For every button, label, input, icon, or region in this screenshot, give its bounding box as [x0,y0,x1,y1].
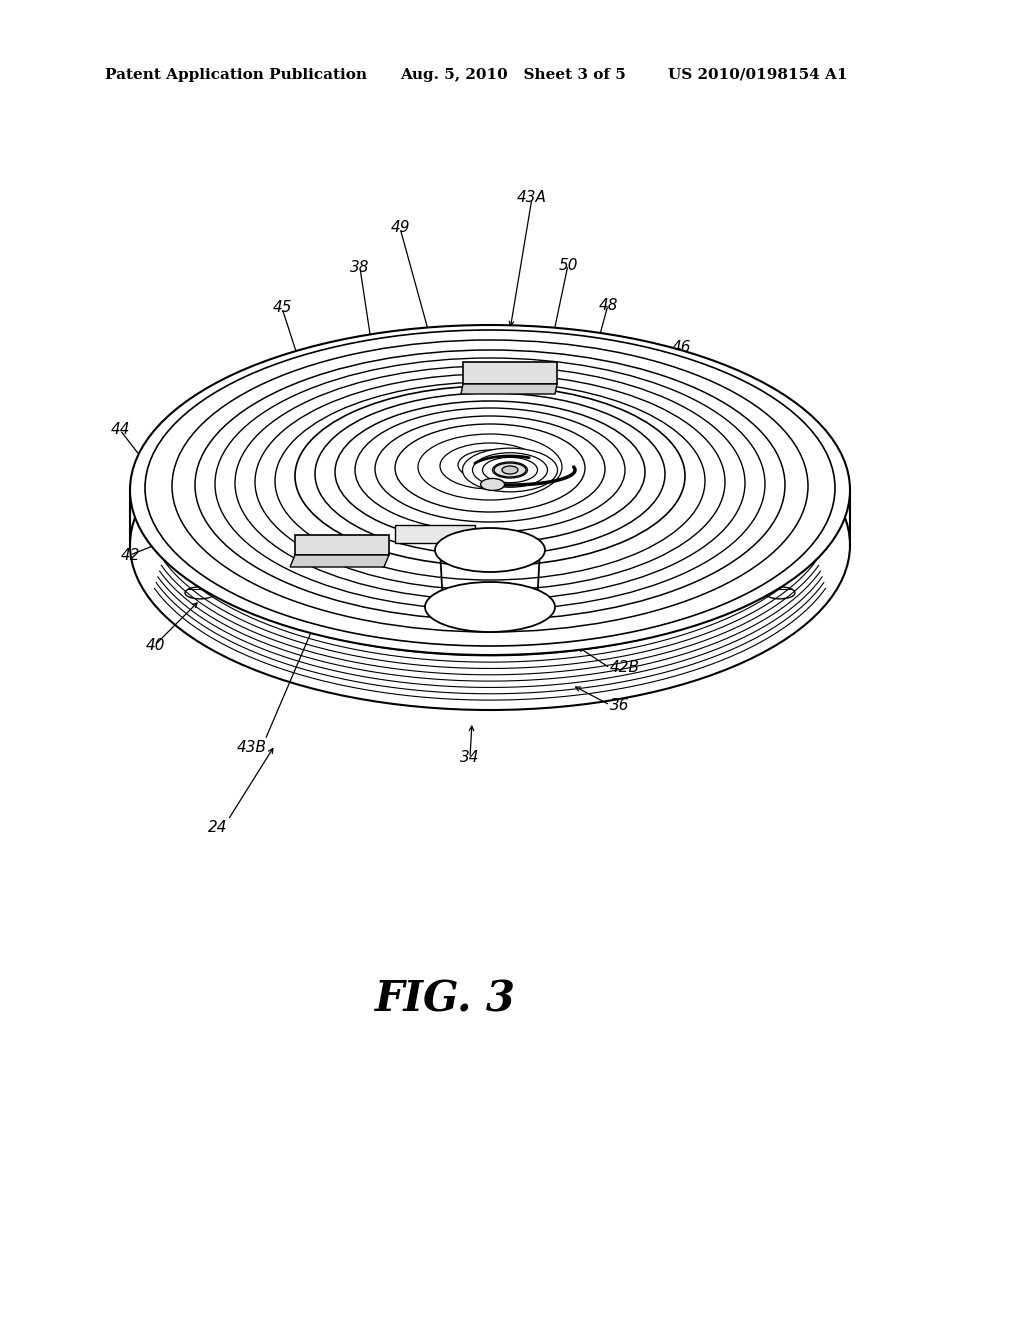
Ellipse shape [435,528,545,572]
Text: 43B: 43B [237,741,267,755]
Text: FIG. 3: FIG. 3 [375,979,515,1020]
Text: 43A: 43A [517,190,547,206]
Ellipse shape [130,325,850,655]
Ellipse shape [295,385,685,566]
Ellipse shape [463,449,557,492]
Text: 36: 36 [610,697,630,713]
Ellipse shape [472,453,548,487]
Text: 42: 42 [120,548,139,562]
Ellipse shape [625,568,655,579]
Text: 34: 34 [460,751,480,766]
Ellipse shape [275,381,705,579]
Text: 24: 24 [208,821,227,836]
Polygon shape [290,554,389,568]
Ellipse shape [255,374,725,590]
Ellipse shape [355,408,625,532]
Text: 45: 45 [272,301,292,315]
Ellipse shape [315,393,665,554]
Text: 42A: 42A [692,598,722,612]
Ellipse shape [234,366,745,601]
Text: 50: 50 [558,257,578,272]
Ellipse shape [172,341,808,632]
Ellipse shape [255,577,285,589]
Polygon shape [395,525,475,543]
Ellipse shape [440,444,540,488]
Ellipse shape [502,466,518,474]
Ellipse shape [215,358,765,610]
Text: 48: 48 [598,297,617,313]
Text: 42C: 42C [700,371,730,385]
Ellipse shape [335,401,645,543]
Text: US 2010/0198154 A1: US 2010/0198154 A1 [668,69,848,82]
Text: 42B: 42B [610,660,640,676]
Ellipse shape [482,457,538,483]
Ellipse shape [185,587,215,599]
Ellipse shape [480,478,505,491]
Polygon shape [295,535,389,554]
Ellipse shape [493,462,527,478]
Text: 40: 40 [145,638,165,652]
Ellipse shape [765,587,795,599]
Ellipse shape [494,463,526,477]
Text: 38: 38 [350,260,370,276]
Text: 49: 49 [390,220,410,235]
Ellipse shape [425,582,555,632]
Ellipse shape [130,380,850,710]
Ellipse shape [325,568,355,579]
Text: Patent Application Publication: Patent Application Publication [105,69,367,82]
Text: 44: 44 [111,422,130,437]
Polygon shape [461,384,557,393]
Text: 46: 46 [672,341,691,355]
Ellipse shape [195,350,785,620]
Ellipse shape [458,450,522,480]
Text: Aug. 5, 2010   Sheet 3 of 5: Aug. 5, 2010 Sheet 3 of 5 [400,69,626,82]
Ellipse shape [418,434,562,500]
Polygon shape [463,362,557,384]
Ellipse shape [695,577,725,589]
Ellipse shape [145,330,835,645]
Ellipse shape [375,416,605,521]
Ellipse shape [395,424,585,512]
